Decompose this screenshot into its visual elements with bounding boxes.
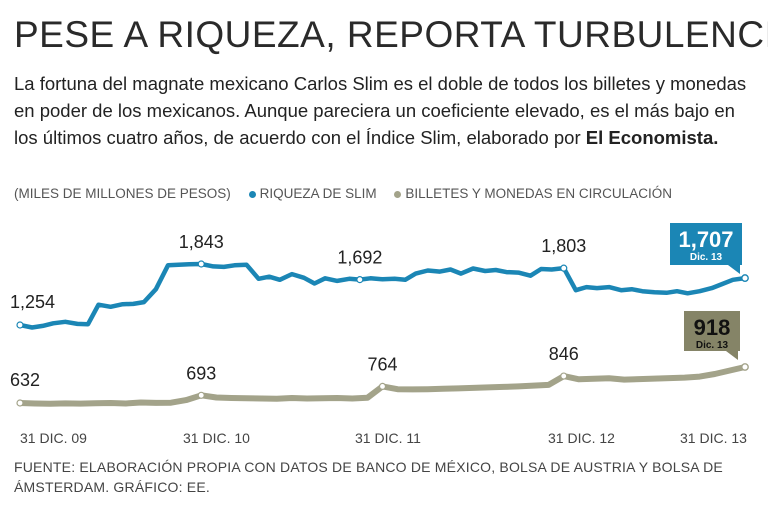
data-point-marker xyxy=(560,372,568,380)
end-value-badge xyxy=(684,311,740,351)
badge-pointer xyxy=(728,265,740,274)
data-label: 632 xyxy=(10,370,40,390)
legend-money-marker xyxy=(394,190,402,198)
data-point-marker xyxy=(16,321,24,329)
data-point-marker xyxy=(560,264,568,272)
end-point-marker xyxy=(741,363,749,371)
x-tick-label: 31 DIC. 11 xyxy=(355,430,421,446)
legend: (MILES DE MILLONES DE PESOS) RIQUEZA DE … xyxy=(14,186,759,201)
data-label: 1,843 xyxy=(179,232,224,252)
data-label: 693 xyxy=(186,363,216,383)
series-line-slim xyxy=(17,261,748,330)
line-chart: 31 DIC. 09 31 DIC. 10 31 DIC. 11 31 DIC. 12… xyxy=(10,223,749,446)
data-point-marker xyxy=(356,276,364,284)
end-point-marker xyxy=(741,274,749,282)
end-value-text: 1,707 xyxy=(678,227,733,252)
source-note: FUENTE: ELABORACIÓN PROPIA CON DATOS DE … xyxy=(14,459,723,495)
x-tick-label: 31 DIC. 13 xyxy=(680,430,747,446)
data-label: 1,254 xyxy=(10,292,55,312)
data-point-marker xyxy=(197,260,205,268)
x-tick-label: 31 DIC. 09 xyxy=(20,430,87,446)
legend-slim-label: RIQUEZA DE SLIM xyxy=(259,186,377,201)
legend-units: (MILES DE MILLONES DE PESOS) xyxy=(14,186,231,201)
data-label: 846 xyxy=(549,344,579,364)
end-value-note: Dic. 13 xyxy=(696,340,729,351)
x-tick-label: 31 DIC. 10 xyxy=(183,430,250,446)
data-point-marker xyxy=(197,391,205,399)
data-point-marker xyxy=(378,382,387,390)
subtitle-source-name: El Economista. xyxy=(585,127,719,148)
end-value-badge xyxy=(670,223,742,265)
data-label: 1,692 xyxy=(337,248,382,268)
legend-slim-marker xyxy=(248,190,256,198)
end-value-text: 918 xyxy=(694,315,731,340)
data-label: 764 xyxy=(367,354,397,374)
chart-title: PESE A RIQUEZA, REPORTA TURBULENCIA xyxy=(14,14,768,55)
chart-subtitle: La fortuna del magnate mexicano Carlos S… xyxy=(14,70,759,151)
badge-pointer xyxy=(726,351,738,360)
data-point-marker xyxy=(16,399,24,407)
data-label: 1,803 xyxy=(541,236,586,256)
x-tick-label: 31 DIC. 12 xyxy=(548,430,615,446)
end-value-note: Dic. 13 xyxy=(690,252,723,263)
subtitle-text: La fortuna del magnate mexicano Carlos S… xyxy=(14,73,747,148)
legend-money-label: BILLETES Y MONEDAS EN CIRCULACIÓN xyxy=(405,186,672,201)
